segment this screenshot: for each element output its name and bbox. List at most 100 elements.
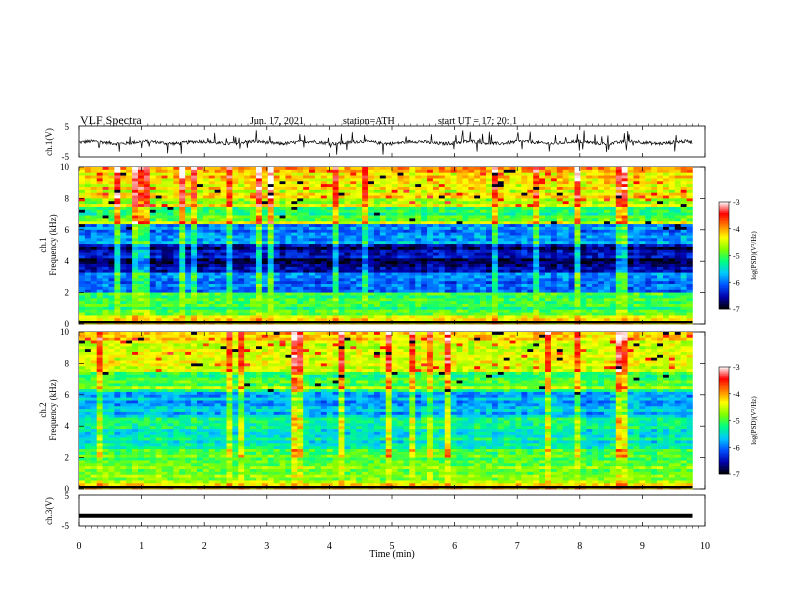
spectrogram-cell — [662, 172, 670, 176]
spectrogram-cell — [586, 252, 593, 256]
spectrogram-cell — [309, 295, 316, 299]
spectrogram-cell — [114, 235, 121, 239]
spectrogram-cell — [90, 241, 97, 245]
spectrogram-cell — [533, 229, 540, 233]
spectrogram-cell — [137, 301, 145, 305]
spectrogram-cell — [261, 181, 269, 185]
spectrogram-cell — [609, 192, 617, 196]
spectrogram-cell — [598, 175, 605, 179]
spectrogram-cell — [120, 186, 127, 191]
spectrogram-cell — [297, 198, 304, 202]
spectrogram-cell — [226, 175, 233, 179]
spectrogram-cell — [303, 195, 310, 199]
spectrogram-cell — [403, 261, 410, 265]
spectrogram-cell — [161, 278, 168, 282]
spectrogram-cell — [285, 232, 292, 236]
spectrogram-cell — [527, 224, 534, 228]
spectrogram-cell — [609, 201, 617, 205]
spectrogram-cell — [279, 301, 286, 305]
spectrogram-cell — [137, 209, 145, 213]
spectrogram-cell — [480, 264, 487, 268]
spectrogram-cell — [379, 261, 387, 265]
spectrogram-cell — [173, 175, 180, 179]
spectrogram-cell — [421, 167, 428, 171]
spectrogram-cell — [314, 246, 322, 251]
spectrogram-cell — [368, 178, 375, 182]
spectrogram-cell — [527, 252, 534, 256]
spectrogram-cell — [261, 169, 269, 173]
spectrogram-cell — [326, 235, 333, 239]
spectrogram-cell — [232, 189, 239, 193]
spectrogram-cell — [604, 206, 611, 211]
spectrogram-cell — [297, 298, 304, 302]
spectrogram-cell — [668, 195, 676, 199]
spectrogram-cell — [332, 241, 339, 245]
spectrogram-cell — [244, 218, 251, 222]
spectrogram-cell — [568, 167, 575, 171]
spectrogram-cell — [161, 292, 168, 296]
spectrogram-cell — [633, 272, 640, 276]
spectrogram-cell — [539, 258, 546, 262]
spectrogram-cell — [326, 232, 333, 236]
spectrogram-cell — [533, 204, 540, 208]
spectrogram-cell — [515, 232, 522, 236]
spectrogram-cell — [338, 175, 345, 179]
spectrogram-cell — [391, 169, 398, 173]
spectrogram-cell — [332, 172, 339, 176]
spectrogram-cell — [191, 284, 198, 288]
spectrogram-cell — [102, 175, 109, 179]
spectrogram-cell — [161, 269, 168, 273]
spectrogram-cell — [562, 209, 569, 213]
spectrogram-cell — [680, 212, 687, 216]
spectrogram-cell — [173, 184, 180, 188]
spectrogram-cell — [137, 258, 145, 262]
spectrogram-cell — [244, 278, 251, 282]
spectrogram-cell — [397, 252, 404, 256]
spectrogram-cell — [515, 252, 522, 256]
spectrogram-cell — [114, 266, 121, 271]
spectrogram-cell — [432, 261, 440, 265]
spectrogram-cell — [255, 286, 263, 291]
spectrogram-cell — [539, 284, 546, 288]
spectrogram-cell — [143, 286, 151, 291]
spectrogram-cell — [580, 224, 587, 228]
spectrogram-cell — [604, 175, 611, 179]
spectrogram-cell — [208, 209, 215, 213]
spectrogram-cell — [633, 221, 640, 225]
spectrogram-cell — [267, 181, 274, 185]
spectrogram-cell — [627, 178, 634, 182]
spectrogram-cell — [456, 232, 463, 236]
spectrogram-cell — [185, 204, 192, 208]
spectrogram-cell — [79, 252, 86, 256]
spectrogram-cell — [132, 172, 139, 176]
spectrogram-cell — [309, 246, 316, 251]
spectrogram-cell — [167, 295, 174, 299]
spectrogram-cell — [314, 301, 322, 305]
spectrogram-cell — [84, 286, 92, 291]
spectrogram-cell — [273, 278, 280, 282]
spectrogram-cell — [320, 255, 328, 259]
date-label: Jun. 17, 2021 — [250, 116, 304, 127]
spectrogram-cell — [303, 181, 310, 185]
spectrogram-cell — [309, 181, 316, 185]
spectrogram-cell — [615, 275, 622, 279]
spectrogram-cell — [427, 178, 434, 182]
spectrogram-cell — [255, 224, 263, 228]
spectrogram-cell — [314, 172, 322, 176]
spectrogram-cell — [568, 301, 575, 305]
spectrogram-cell — [143, 249, 151, 253]
spectrogram-cell — [556, 258, 564, 262]
spectrogram-cell — [586, 278, 593, 282]
spectrogram-cell — [309, 204, 316, 208]
spectrogram-cell — [385, 246, 392, 251]
spectrogram-cell — [645, 201, 652, 205]
spectrogram-cell — [155, 295, 162, 299]
spectrogram-cell — [356, 175, 363, 179]
spectrogram-cell — [102, 201, 109, 205]
spectrogram-cell — [397, 215, 404, 219]
spectrogram-cell — [609, 278, 617, 282]
spectrogram-cell — [96, 246, 103, 251]
spectrogram-cell — [379, 244, 387, 248]
spectrogram-cell — [320, 266, 328, 271]
spectrogram-cell — [474, 278, 481, 282]
